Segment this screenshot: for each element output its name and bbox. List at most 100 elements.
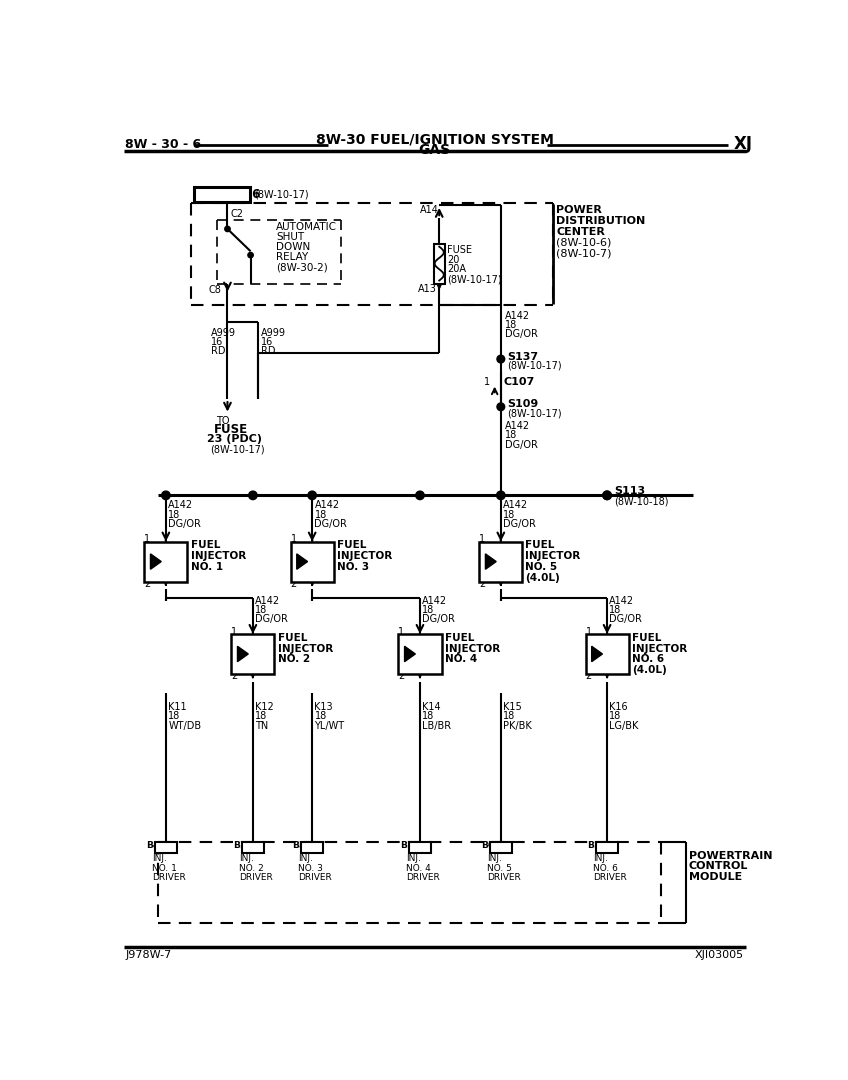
Text: 1: 1 bbox=[585, 626, 592, 636]
Text: S137: S137 bbox=[507, 352, 538, 362]
Circle shape bbox=[162, 491, 170, 500]
Text: A13: A13 bbox=[418, 284, 437, 294]
Text: 18: 18 bbox=[255, 712, 267, 721]
Text: 2: 2 bbox=[585, 672, 592, 681]
Polygon shape bbox=[592, 646, 602, 662]
Text: DRIVER: DRIVER bbox=[487, 873, 521, 881]
Polygon shape bbox=[150, 554, 161, 569]
Text: 20A: 20A bbox=[447, 264, 466, 274]
Circle shape bbox=[248, 491, 257, 500]
Text: A999: A999 bbox=[261, 328, 287, 338]
Bar bbox=[232, 634, 275, 674]
Text: INJECTOR: INJECTOR bbox=[526, 551, 581, 562]
Text: C2: C2 bbox=[416, 842, 430, 852]
Text: 18: 18 bbox=[503, 712, 516, 721]
Text: K12: K12 bbox=[255, 702, 274, 712]
Text: J978W-7: J978W-7 bbox=[125, 950, 171, 960]
Text: A142: A142 bbox=[315, 500, 339, 511]
Text: 18: 18 bbox=[505, 430, 517, 441]
Text: RELAY: RELAY bbox=[276, 253, 308, 262]
Text: 18: 18 bbox=[610, 712, 622, 721]
Text: B6: B6 bbox=[481, 841, 494, 850]
Polygon shape bbox=[485, 554, 496, 569]
Text: FUEL: FUEL bbox=[337, 540, 366, 551]
Text: POWER: POWER bbox=[556, 205, 602, 215]
Text: 20: 20 bbox=[447, 255, 460, 265]
Text: BATT A16: BATT A16 bbox=[198, 188, 261, 201]
Text: 18: 18 bbox=[422, 605, 434, 616]
Text: DISTRIBUTION: DISTRIBUTION bbox=[556, 216, 645, 226]
Circle shape bbox=[308, 491, 316, 500]
Text: GAS: GAS bbox=[419, 143, 450, 157]
Text: NO. 1: NO. 1 bbox=[191, 562, 223, 572]
Text: LG/BK: LG/BK bbox=[610, 720, 639, 730]
Text: (8W-10-17): (8W-10-17) bbox=[210, 444, 265, 455]
Bar bbox=[585, 634, 628, 674]
Text: INJECTOR: INJECTOR bbox=[191, 551, 246, 562]
Text: (8W-10-18): (8W-10-18) bbox=[614, 497, 668, 507]
Text: A142: A142 bbox=[503, 500, 528, 511]
Text: C2: C2 bbox=[231, 210, 243, 219]
Bar bbox=[399, 634, 442, 674]
Bar bbox=[410, 841, 431, 852]
Text: DG/OR: DG/OR bbox=[610, 615, 642, 624]
Text: FUSE: FUSE bbox=[214, 423, 248, 436]
Bar bbox=[144, 541, 187, 582]
Text: A142: A142 bbox=[255, 596, 281, 606]
Text: A14: A14 bbox=[420, 205, 439, 215]
Text: C2: C2 bbox=[497, 842, 511, 852]
Bar bbox=[596, 841, 618, 852]
Text: C2: C2 bbox=[309, 842, 322, 852]
Text: 18: 18 bbox=[315, 712, 326, 721]
Text: 2: 2 bbox=[144, 579, 151, 589]
Text: (4.0L): (4.0L) bbox=[526, 572, 561, 583]
Text: 1: 1 bbox=[291, 535, 297, 544]
Text: NO. 4: NO. 4 bbox=[444, 654, 477, 664]
Text: 2: 2 bbox=[399, 672, 404, 681]
Circle shape bbox=[248, 253, 254, 258]
Text: FUEL: FUEL bbox=[632, 633, 661, 643]
Text: NO. 3: NO. 3 bbox=[298, 864, 323, 873]
Text: A142: A142 bbox=[168, 500, 193, 511]
Text: DRIVER: DRIVER bbox=[239, 873, 273, 881]
Bar bbox=[434, 244, 444, 284]
Text: B15: B15 bbox=[233, 841, 252, 850]
Bar bbox=[479, 541, 522, 582]
Text: 16: 16 bbox=[261, 337, 274, 347]
Text: C8: C8 bbox=[209, 285, 221, 295]
Text: INJ.: INJ. bbox=[406, 854, 421, 863]
Bar bbox=[242, 841, 264, 852]
Text: NO. 2: NO. 2 bbox=[277, 654, 310, 664]
Text: DG/OR: DG/OR bbox=[505, 329, 538, 339]
Text: A999: A999 bbox=[210, 328, 236, 338]
Polygon shape bbox=[297, 554, 308, 569]
Text: (8W-10-17): (8W-10-17) bbox=[447, 274, 501, 285]
Text: 2: 2 bbox=[479, 579, 486, 589]
Text: XJ: XJ bbox=[734, 135, 752, 153]
Text: B16: B16 bbox=[400, 841, 419, 850]
Bar bbox=[291, 541, 334, 582]
Text: 8W-30 FUEL/IGNITION SYSTEM: 8W-30 FUEL/IGNITION SYSTEM bbox=[315, 133, 554, 147]
Text: 1: 1 bbox=[479, 535, 485, 544]
Text: DRIVER: DRIVER bbox=[594, 873, 627, 881]
Text: (8W-30-2): (8W-30-2) bbox=[276, 262, 327, 272]
Text: (8W-10-6): (8W-10-6) bbox=[556, 238, 611, 247]
Text: INJECTOR: INJECTOR bbox=[337, 551, 392, 562]
Text: (8W-10-7): (8W-10-7) bbox=[556, 248, 611, 258]
Text: NO. 2: NO. 2 bbox=[239, 864, 264, 873]
Text: RD: RD bbox=[261, 347, 276, 356]
Text: DRIVER: DRIVER bbox=[152, 873, 186, 881]
Text: 18: 18 bbox=[255, 605, 267, 616]
Circle shape bbox=[225, 226, 230, 231]
Text: INJ.: INJ. bbox=[152, 854, 167, 863]
Text: C2: C2 bbox=[603, 842, 617, 852]
Text: (4.0L): (4.0L) bbox=[632, 665, 667, 675]
Text: C2: C2 bbox=[162, 842, 176, 852]
Polygon shape bbox=[404, 646, 416, 662]
Text: S109: S109 bbox=[507, 400, 538, 409]
Text: DG/OR: DG/OR bbox=[315, 518, 348, 529]
Text: NO. 5: NO. 5 bbox=[526, 562, 558, 572]
Text: 18: 18 bbox=[168, 712, 181, 721]
Circle shape bbox=[497, 491, 505, 500]
Text: 1: 1 bbox=[484, 377, 490, 387]
